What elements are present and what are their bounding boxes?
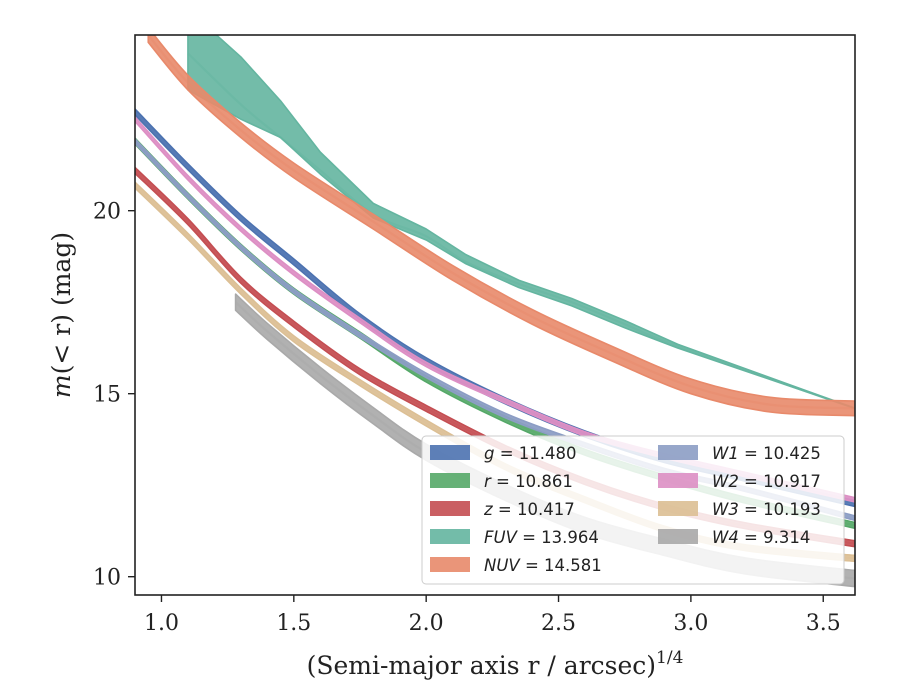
legend-band-name: NUV — [484, 556, 521, 575]
legend-band-value: = 14.581 — [520, 556, 602, 575]
x-axis-label: (Semi-major axis r / arcsec)1/4 — [307, 648, 684, 680]
legend-swatch-w2 — [658, 473, 698, 488]
legend-item-w1: W1 = 10.425 — [658, 444, 821, 463]
legend-item-w2: W2 = 10.917 — [658, 472, 821, 491]
x-tick-label: 3.5 — [806, 611, 841, 636]
series-band-z — [135, 166, 855, 548]
plot-frame — [134, 34, 856, 596]
x-tick-label: 2.5 — [541, 611, 576, 636]
x-tick-label: 1.0 — [144, 611, 179, 636]
legend-band-name: W4 — [712, 528, 739, 547]
legend-band-value: = 13.964 — [517, 528, 599, 547]
x-tick-label: 2.0 — [409, 611, 444, 636]
legend-swatch-r — [430, 473, 470, 488]
legend-swatch-w3 — [658, 501, 698, 516]
y-axis-label-rest: (< r) (mag) — [47, 232, 76, 374]
series-nuv — [147, 35, 855, 417]
y-tick-label: 10 — [93, 566, 121, 591]
y-tick-label: 20 — [93, 200, 121, 225]
legend-band-value: = 10.425 — [739, 444, 821, 463]
x-axis-label-main: (Semi-major axis r / arcsec) — [307, 651, 656, 680]
legend-band-value: = 10.917 — [739, 472, 821, 491]
legend-band-name: r — [484, 472, 492, 491]
series-band-w1 — [135, 138, 855, 522]
legend-band-value: = 11.480 — [494, 444, 576, 463]
legend-band-value: = 9.314 — [739, 528, 811, 547]
ticks-layer: 1.0 1.5 2.0 2.5 3.0 3.5 10 15 20 — [93, 200, 841, 636]
legend-band-name: W2 — [712, 472, 739, 491]
x-tick-label: 1.5 — [276, 611, 311, 636]
x-axis-label-exponent: 1/4 — [656, 648, 683, 668]
legend-label-g: g = 11.480 — [484, 444, 577, 463]
y-axis-label-m: m — [47, 374, 76, 398]
legend-band-name: g — [484, 444, 494, 463]
legend-swatch-nuv — [430, 557, 470, 572]
y-axis-label: m(< r) (mag) — [47, 232, 76, 398]
legend-label-w3: W3 = 10.193 — [712, 500, 821, 519]
legend-item-fuv: FUV = 13.964 — [430, 528, 599, 547]
legend-label-r: r = 10.861 — [484, 472, 573, 491]
legend-label-w4: W4 = 9.314 — [712, 528, 810, 547]
series-band-w2 — [135, 116, 855, 503]
legend-label-z: z = 10.417 — [483, 500, 575, 519]
legend-label-w1: W1 = 10.425 — [712, 444, 821, 463]
legend-swatch-w4 — [658, 529, 698, 544]
legend-band-name: W1 — [712, 444, 739, 463]
series-band-w4 — [234, 293, 855, 588]
series-band-nuv — [147, 35, 855, 417]
legend-item-nuv: NUV = 14.581 — [430, 556, 602, 575]
legend-label-nuv: NUV = 14.581 — [484, 556, 602, 575]
legend-band-value: = 10.417 — [493, 500, 575, 519]
legend-item-r: r = 10.861 — [430, 472, 573, 491]
legend-item-w4: W4 = 9.314 — [658, 528, 810, 547]
legend-label-w2: W2 = 10.917 — [712, 472, 821, 491]
y-tick-label: 15 — [93, 383, 121, 408]
legend-label-fuv: FUV = 13.964 — [484, 528, 599, 547]
legend-item-z: z = 10.417 — [430, 500, 575, 519]
legend-band-name: W3 — [712, 500, 739, 519]
legend-swatch-z — [430, 501, 470, 516]
legend-band-value: = 10.861 — [491, 472, 573, 491]
legend-band-name: FUV — [484, 528, 519, 547]
legend-item-w3: W3 = 10.193 — [658, 500, 821, 519]
legend-swatch-g — [430, 445, 470, 460]
x-tick-label: 3.0 — [673, 611, 708, 636]
legend-item-g: g = 11.480 — [430, 444, 577, 463]
legend-swatch-fuv — [430, 529, 470, 544]
series-band-w3 — [135, 181, 855, 563]
legend-swatch-w1 — [658, 445, 698, 460]
series-band-g — [135, 108, 855, 508]
legend-band-name: z — [483, 500, 493, 519]
legend-box — [421, 435, 845, 585]
legend-band-value: = 10.193 — [739, 500, 821, 519]
